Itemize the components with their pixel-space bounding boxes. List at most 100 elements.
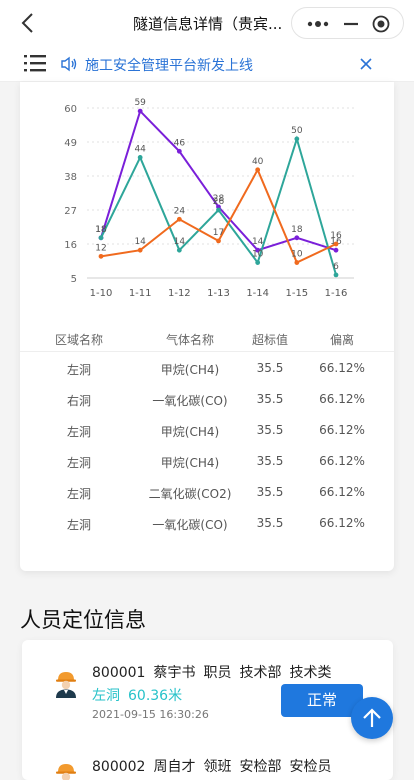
header-area: 区域名称 bbox=[54, 333, 103, 347]
x-tick-label: 1-11 bbox=[129, 288, 152, 299]
data-label: 59 bbox=[134, 98, 146, 108]
person-dept: 安检部 bbox=[239, 759, 282, 775]
cell-deviation: 66.12% bbox=[319, 485, 365, 499]
data-label: 17 bbox=[213, 228, 224, 238]
gas-excess-table: 区域名称 气体名称 超标值 偏离 左洞 甲烷(CH4) 35.5 66.12% … bbox=[20, 322, 394, 538]
cell-deviation: 66.12% bbox=[319, 516, 365, 530]
nav-header: 隧道信息详情（贵宾... bbox=[0, 0, 414, 46]
personnel-section-title: 人员定位信息 bbox=[20, 608, 146, 632]
data-label: 10 bbox=[252, 250, 264, 260]
data-label: 18 bbox=[95, 225, 107, 235]
data-point bbox=[255, 247, 261, 253]
minus-icon[interactable] bbox=[341, 17, 361, 31]
table-row: 左洞 甲烷(CH4) 35.5 66.12% bbox=[20, 352, 394, 383]
cell-area: 左洞 bbox=[66, 487, 91, 501]
data-label: 18 bbox=[95, 225, 107, 235]
worker-helmet-avatar-icon bbox=[56, 672, 76, 698]
cell-excess: 35.5 bbox=[256, 516, 284, 530]
chevron-left-icon[interactable] bbox=[18, 10, 40, 36]
person-location-area: 左洞 bbox=[92, 688, 120, 704]
menu-icon[interactable] bbox=[24, 54, 46, 72]
scroll-to-top-button[interactable] bbox=[351, 697, 393, 739]
person-info-line: 800001 蔡宇书 职员 技术部 技术类 bbox=[92, 662, 339, 682]
mini-program-capsule bbox=[291, 7, 404, 39]
notice-text[interactable]: 施工安全管理平台新发上线 bbox=[85, 58, 253, 74]
data-point bbox=[176, 247, 182, 253]
cell-deviation: 66.12% bbox=[319, 392, 365, 406]
close-icon[interactable] bbox=[358, 56, 374, 72]
cell-gas: 二氧化碳(CO2) bbox=[148, 487, 232, 501]
y-tick-label: 16 bbox=[64, 240, 77, 251]
cell-deviation: 66.12% bbox=[319, 423, 365, 437]
y-tick-label: 5 bbox=[71, 274, 77, 285]
person-timestamp: 2021-09-15 16:30:26 bbox=[92, 708, 209, 721]
cell-gas: 甲烷(CH4) bbox=[160, 456, 220, 470]
x-tick-label: 1-12 bbox=[168, 288, 191, 299]
table-header: 区域名称 气体名称 超标值 偏离 bbox=[20, 322, 394, 352]
target-icon[interactable] bbox=[371, 14, 391, 34]
header-excess: 超标值 bbox=[251, 333, 288, 347]
table-row: 左洞 甲烷(CH4) 35.5 66.12% bbox=[20, 414, 394, 445]
header-deviation: 偏离 bbox=[329, 333, 354, 347]
data-label: 14 bbox=[252, 237, 264, 247]
x-tick-label: 1-16 bbox=[325, 288, 348, 299]
data-point bbox=[294, 260, 300, 265]
y-tick-label: 38 bbox=[64, 172, 77, 183]
x-tick-label: 1-13 bbox=[207, 288, 230, 299]
status-button[interactable]: 正常 bbox=[281, 684, 363, 717]
header-gas: 气体名称 bbox=[165, 333, 214, 347]
data-label: 12 bbox=[95, 243, 106, 253]
data-label: 18 bbox=[291, 225, 303, 235]
table-row: 左洞 甲烷(CH4) 35.5 66.12% bbox=[20, 445, 394, 476]
cell-excess: 35.5 bbox=[256, 485, 284, 499]
personnel-card: 800001 蔡宇书 职员 技术部 技术类 左洞 60.36米 2021-09-15 16… bbox=[22, 640, 393, 780]
y-tick-label: 60 bbox=[64, 104, 77, 115]
data-point bbox=[333, 272, 339, 278]
cell-area: 左洞 bbox=[66, 363, 91, 377]
data-label: 40 bbox=[252, 157, 264, 167]
data-label: 26 bbox=[213, 197, 225, 207]
person-category: 安检员 bbox=[289, 759, 332, 775]
table-row: 左洞 一氧化碳(CO) 35.5 66.12% bbox=[20, 507, 394, 538]
cell-deviation: 66.12% bbox=[319, 361, 365, 375]
x-tick-label: 1-15 bbox=[285, 288, 308, 299]
data-label: 50 bbox=[291, 126, 303, 136]
data-point bbox=[294, 136, 300, 142]
data-label: 10 bbox=[291, 250, 303, 260]
notice-bar: 施工安全管理平台新发上线 bbox=[0, 46, 414, 82]
x-tick-label: 1-10 bbox=[90, 288, 113, 299]
data-label: 14 bbox=[174, 237, 186, 247]
cell-gas: 一氧化碳(CO) bbox=[152, 518, 228, 532]
cell-area: 左洞 bbox=[66, 456, 91, 470]
data-label: 28 bbox=[213, 194, 225, 204]
data-point bbox=[255, 167, 261, 173]
y-tick-label: 27 bbox=[64, 206, 77, 217]
data-label: 16 bbox=[330, 231, 342, 241]
cell-area: 右洞 bbox=[66, 394, 91, 408]
worker-helmet-avatar-icon bbox=[56, 764, 76, 780]
person-location: 左洞 60.36米 bbox=[92, 685, 190, 705]
table-row: 右洞 一氧化碳(CO) 35.5 66.12% bbox=[20, 383, 394, 414]
person-category: 技术类 bbox=[289, 665, 332, 681]
more-dots-icon[interactable] bbox=[303, 17, 333, 31]
data-point bbox=[137, 108, 143, 114]
gas-detail-card: 5 16 27 38 49 60 1-10 1-11 1-12 1-13 1-14 1-15 1-16 1… bbox=[20, 82, 394, 571]
cell-excess: 35.5 bbox=[256, 392, 284, 406]
person-name: 周自才 bbox=[153, 759, 196, 775]
data-point bbox=[98, 235, 104, 241]
data-label: 24 bbox=[174, 206, 186, 216]
cell-gas: 甲烷(CH4) bbox=[160, 363, 220, 377]
cell-excess: 35.5 bbox=[256, 361, 284, 375]
person-info-line: 800002 周自才 领班 安检部 安检员 bbox=[92, 756, 339, 776]
table-row: 左洞 二氧化碳(CO2) 35.5 66.12% bbox=[20, 476, 394, 507]
data-point bbox=[216, 207, 221, 213]
person-role: 领班 bbox=[203, 759, 232, 775]
x-tick-label: 1-14 bbox=[246, 288, 269, 299]
data-label: 44 bbox=[134, 144, 146, 154]
cell-area: 左洞 bbox=[66, 518, 91, 532]
cell-gas: 一氧化碳(CO) bbox=[152, 394, 228, 408]
cell-excess: 35.5 bbox=[256, 454, 284, 468]
cell-area: 左洞 bbox=[66, 425, 91, 439]
speaker-icon bbox=[61, 56, 77, 72]
